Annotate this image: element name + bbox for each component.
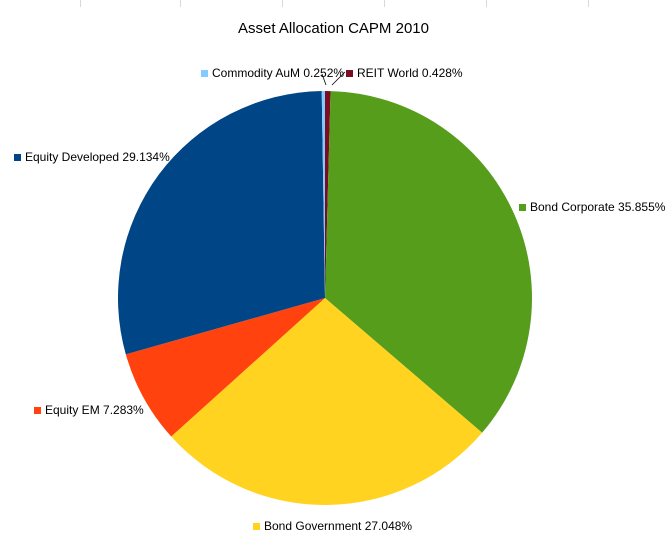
legend-swatch [519, 204, 526, 211]
slice-label-text: Bond Corporate 35.855% [530, 200, 665, 214]
slice-label-text: REIT World 0.428% [357, 66, 463, 80]
slice-label: Bond Government 27.048% [253, 519, 412, 533]
legend-swatch [34, 407, 41, 414]
slice-label: Equity EM 7.283% [34, 403, 144, 417]
slice-label-text: Commodity AuM 0.252% [212, 66, 344, 80]
legend-swatch [253, 523, 260, 530]
slice-label: Bond Corporate 35.855% [519, 200, 665, 214]
slice-label: REIT World 0.428% [346, 66, 463, 80]
legend-swatch [14, 154, 21, 161]
slice-label-text: Equity Developed 29.134% [25, 150, 170, 164]
legend-swatch [201, 70, 208, 77]
slice-label: Commodity AuM 0.252% [201, 66, 344, 80]
slice-label-text: Bond Government 27.048% [264, 519, 412, 533]
slice-label: Equity Developed 29.134% [14, 150, 170, 164]
slice-label-text: Equity EM 7.283% [45, 403, 144, 417]
legend-swatch [346, 70, 353, 77]
